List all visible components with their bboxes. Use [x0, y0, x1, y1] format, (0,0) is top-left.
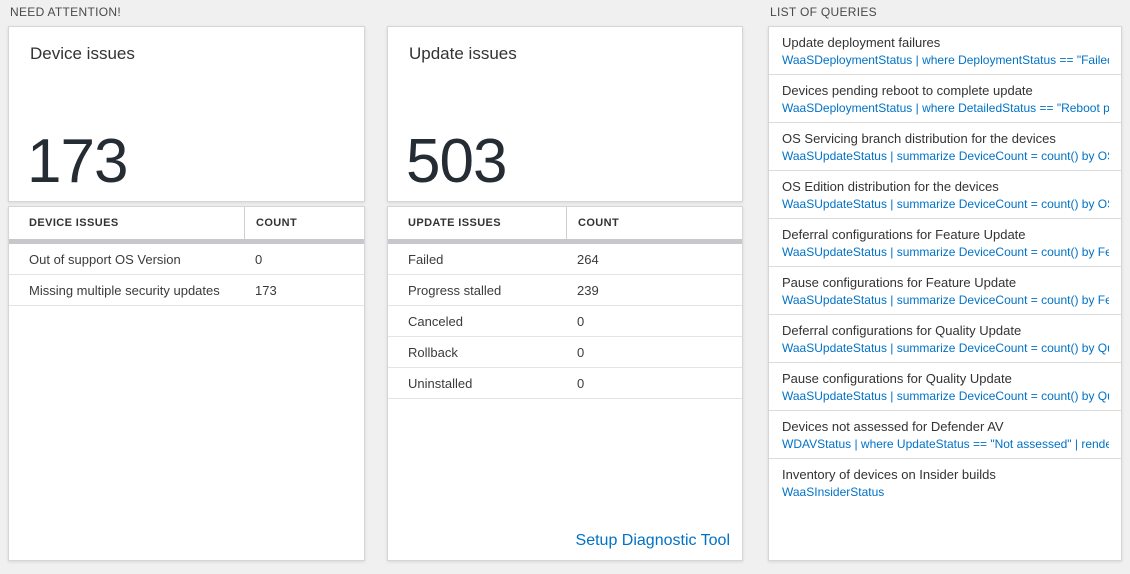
query-code: WaaSUpdateStatus | summarize DeviceCount…: [782, 149, 1109, 163]
issue-label: Missing multiple security updates: [29, 282, 220, 298]
update-issues-card-title: Update issues: [409, 44, 517, 63]
queries-panel: Update deployment failures WaaSDeploymen…: [768, 26, 1122, 561]
query-item[interactable]: Devices pending reboot to complete updat…: [769, 75, 1121, 123]
count-column-header: COUNT: [244, 207, 364, 239]
issue-count: 239: [577, 282, 599, 298]
table-row[interactable]: Progress stalled 239: [388, 275, 742, 306]
queries-list: Update deployment failures WaaSDeploymen…: [769, 27, 1121, 506]
query-code: WaaSInsiderStatus: [782, 485, 885, 499]
query-item[interactable]: OS Servicing branch distribution for the…: [769, 123, 1121, 171]
update-issues-table: UPDATE ISSUES COUNT Failed 264 Progress …: [387, 206, 743, 561]
update-issues-rows: Failed 264 Progress stalled 239 Canceled…: [388, 244, 742, 399]
issue-count: 0: [577, 344, 585, 360]
table-row[interactable]: Canceled 0: [388, 306, 742, 337]
query-title: OS Servicing branch distribution for the…: [782, 131, 1056, 146]
query-title: Deferral configurations for Feature Upda…: [782, 227, 1026, 242]
setup-diagnostic-tool-link[interactable]: Setup Diagnostic Tool: [575, 532, 730, 549]
query-item[interactable]: Deferral configurations for Feature Upda…: [769, 219, 1121, 267]
query-item[interactable]: Devices not assessed for Defender AV WDA…: [769, 411, 1121, 459]
query-code: WDAVStatus | where UpdateStatus == "Not …: [782, 437, 1109, 451]
query-code: WaaSDeploymentStatus | where DeploymentS…: [782, 53, 1109, 67]
query-title: Update deployment failures: [782, 35, 941, 50]
query-item[interactable]: OS Edition distribution for the devices …: [769, 171, 1121, 219]
issue-label: Uninstalled: [408, 375, 473, 391]
table-header-divider-bar: [388, 239, 742, 244]
device-issues-column-header: DEVICE ISSUES: [29, 217, 119, 229]
issue-label: Rollback: [408, 344, 458, 360]
query-item[interactable]: Inventory of devices on Insider builds W…: [769, 459, 1121, 506]
query-title: Inventory of devices on Insider builds: [782, 467, 996, 482]
device-issues-card-title: Device issues: [30, 44, 135, 63]
issue-count: 0: [577, 375, 585, 391]
query-title: Devices pending reboot to complete updat…: [782, 83, 1033, 98]
issue-label: Failed: [408, 251, 444, 267]
query-code: WaaSUpdateStatus | summarize DeviceCount…: [782, 341, 1109, 355]
update-issues-count: 503: [406, 127, 507, 196]
device-issues-count: 173: [27, 127, 128, 196]
query-item[interactable]: Pause configurations for Feature Update …: [769, 267, 1121, 315]
table-row[interactable]: Failed 264: [388, 244, 742, 275]
update-issues-column-header: UPDATE ISSUES: [408, 217, 502, 229]
issue-count: 0: [255, 251, 263, 267]
count-column-header: COUNT: [566, 207, 742, 239]
query-item[interactable]: Deferral configurations for Quality Upda…: [769, 315, 1121, 363]
issue-label: Canceled: [408, 313, 463, 329]
query-title: Devices not assessed for Defender AV: [782, 419, 1004, 434]
issue-count: 173: [255, 282, 277, 298]
query-title: OS Edition distribution for the devices: [782, 179, 999, 194]
table-row[interactable]: Rollback 0: [388, 337, 742, 368]
update-issues-card[interactable]: Update issues 503: [387, 26, 743, 202]
query-code: WaaSUpdateStatus | summarize DeviceCount…: [782, 197, 1109, 211]
query-code: WaaSUpdateStatus | summarize DeviceCount…: [782, 293, 1109, 307]
table-row[interactable]: Out of support OS Version 0: [9, 244, 364, 275]
table-header-divider-bar: [9, 239, 364, 244]
query-code: WaaSUpdateStatus | summarize DeviceCount…: [782, 245, 1109, 259]
device-issues-table-header: DEVICE ISSUES COUNT: [9, 207, 364, 239]
device-issues-card[interactable]: Device issues 173: [8, 26, 365, 202]
table-row[interactable]: Missing multiple security updates 173: [9, 275, 364, 306]
device-issues-rows: Out of support OS Version 0 Missing mult…: [9, 244, 364, 306]
issue-count: 0: [577, 313, 585, 329]
issue-label: Progress stalled: [408, 282, 502, 298]
issue-count: 264: [577, 251, 599, 267]
query-code: WaaSDeploymentStatus | where DetailedSta…: [782, 101, 1109, 115]
query-item[interactable]: Pause configurations for Quality Update …: [769, 363, 1121, 411]
need-attention-heading: NEED ATTENTION!: [10, 5, 121, 19]
query-title: Pause configurations for Feature Update: [782, 275, 1017, 290]
table-row[interactable]: Uninstalled 0: [388, 368, 742, 399]
issue-label: Out of support OS Version: [29, 251, 181, 267]
update-issues-table-header: UPDATE ISSUES COUNT: [388, 207, 742, 239]
query-item[interactable]: Update deployment failures WaaSDeploymen…: [769, 27, 1121, 75]
list-of-queries-heading: LIST OF QUERIES: [770, 5, 877, 19]
query-code: WaaSUpdateStatus | summarize DeviceCount…: [782, 389, 1109, 403]
device-issues-table: DEVICE ISSUES COUNT Out of support OS Ve…: [8, 206, 365, 561]
query-title: Deferral configurations for Quality Upda…: [782, 323, 1022, 338]
query-title: Pause configurations for Quality Update: [782, 371, 1012, 386]
